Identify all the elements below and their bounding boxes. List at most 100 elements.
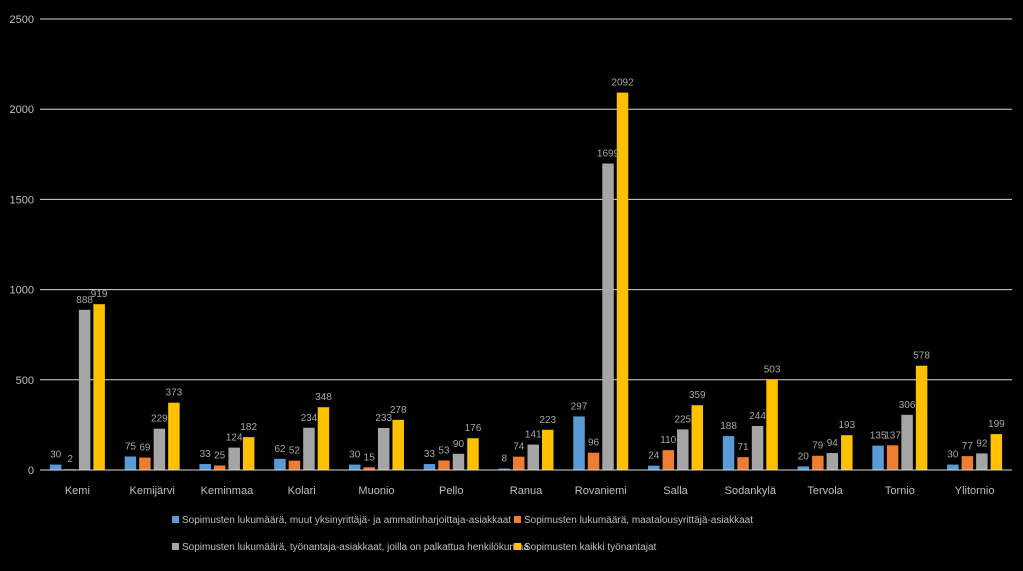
bar [124,456,137,470]
data-label: 193 [838,420,855,431]
data-label: 2092 [611,78,634,89]
bar [423,464,436,470]
data-label: 52 [289,446,301,457]
data-label: 223 [539,415,556,426]
x-tick-label: Kemi [65,485,90,497]
bar [228,447,240,470]
legend-label: Sopimusten kaikki työnantajat [524,542,657,553]
data-label: 79 [812,441,824,452]
bar [348,464,361,470]
x-tick-label: Muonio [358,485,394,497]
data-label: 182 [240,422,257,433]
data-label: 225 [674,414,691,425]
data-label: 20 [798,451,810,462]
data-label: 15 [364,452,376,463]
y-tick-label: 1000 [10,285,34,297]
data-label: 92 [976,438,988,449]
x-tick-label: Tervola [807,485,843,497]
bar [947,464,959,470]
x-axis: Kemi Kemijärvi Keminmaa Kolari Muonio Pello Ra… [40,469,1012,497]
bar [392,419,404,470]
data-label: 244 [749,411,766,422]
data-label: 33 [200,449,212,460]
bar [153,428,166,470]
bar [961,456,974,470]
bar [93,304,105,470]
legend-label: Sopimusten lukumäärä, maatalousyrittäjä-… [524,515,753,526]
bar [677,429,689,470]
bar [199,464,211,470]
bar [377,427,390,470]
data-label: 30 [50,450,62,461]
data-label: 373 [166,388,183,399]
data-label: 176 [465,423,482,434]
legend-swatch [514,516,521,523]
data-label: 919 [91,289,108,300]
bar [886,445,899,470]
x-tick-label: Ylitornio [955,485,995,497]
x-tick-label: Kemijärvi [130,485,175,497]
data-label: 25 [214,450,226,461]
data-label: 359 [689,390,706,401]
bar [363,467,375,470]
data-label: 53 [438,445,450,456]
data-label: 297 [571,401,588,412]
legend: Sopimusten lukumäärä, muut yksinyrittäjä… [172,515,753,553]
bar [737,457,749,470]
data-label: 141 [525,430,542,441]
bar [901,414,913,470]
x-tick-label: Salla [663,485,688,497]
data-label: 33 [424,449,436,460]
bar [976,453,988,470]
data-label: 90 [453,439,465,450]
bar [542,429,554,470]
data-label: 234 [301,413,318,424]
data-label: 8 [501,454,507,465]
x-tick-label: Sodankylä [725,485,777,497]
y-tick-label: 1500 [10,194,34,206]
data-label: 1699 [597,149,620,160]
bar [303,427,315,470]
bar [288,460,301,470]
data-label: 124 [226,433,243,444]
y-axis: 0 500 1000 1500 2000 2500 [10,14,34,477]
bar [139,457,151,470]
bar [213,465,226,470]
bar [317,407,330,470]
gridlines [40,18,1012,381]
y-tick-label: 500 [16,375,34,387]
data-label: 62 [274,444,286,455]
data-label: 30 [349,450,361,461]
data-label: 348 [315,392,332,403]
data-label: 888 [76,295,93,306]
bar [242,437,255,470]
bar [587,452,600,470]
data-label: 77 [962,441,974,452]
bar [616,92,629,470]
data-label: 24 [648,451,660,462]
bar [751,425,764,470]
bar [872,445,884,470]
x-tick-label: Rovaniemi [575,485,627,497]
bar [722,436,735,470]
data-label: 94 [827,438,839,449]
data-label: 233 [375,413,392,424]
x-tick-label: Pello [439,485,463,497]
legend-swatch [172,516,179,523]
legend-label: Sopimusten lukumäärä, työnantaja-asiakka… [182,542,529,553]
data-label: 503 [764,364,781,375]
data-label: 137 [884,430,901,441]
data-label: 199 [988,419,1005,430]
bar [812,455,824,470]
x-tick-label: Ranua [510,485,543,497]
bar [467,438,479,470]
bar [990,434,1003,470]
data-label: 74 [513,442,525,453]
x-tick-label: Kolari [288,485,316,497]
y-tick-label: 2000 [10,104,34,116]
bar [797,466,810,470]
data-label: 69 [139,443,151,454]
bar [662,450,675,470]
data-label: 96 [588,438,600,449]
bar [274,458,286,470]
